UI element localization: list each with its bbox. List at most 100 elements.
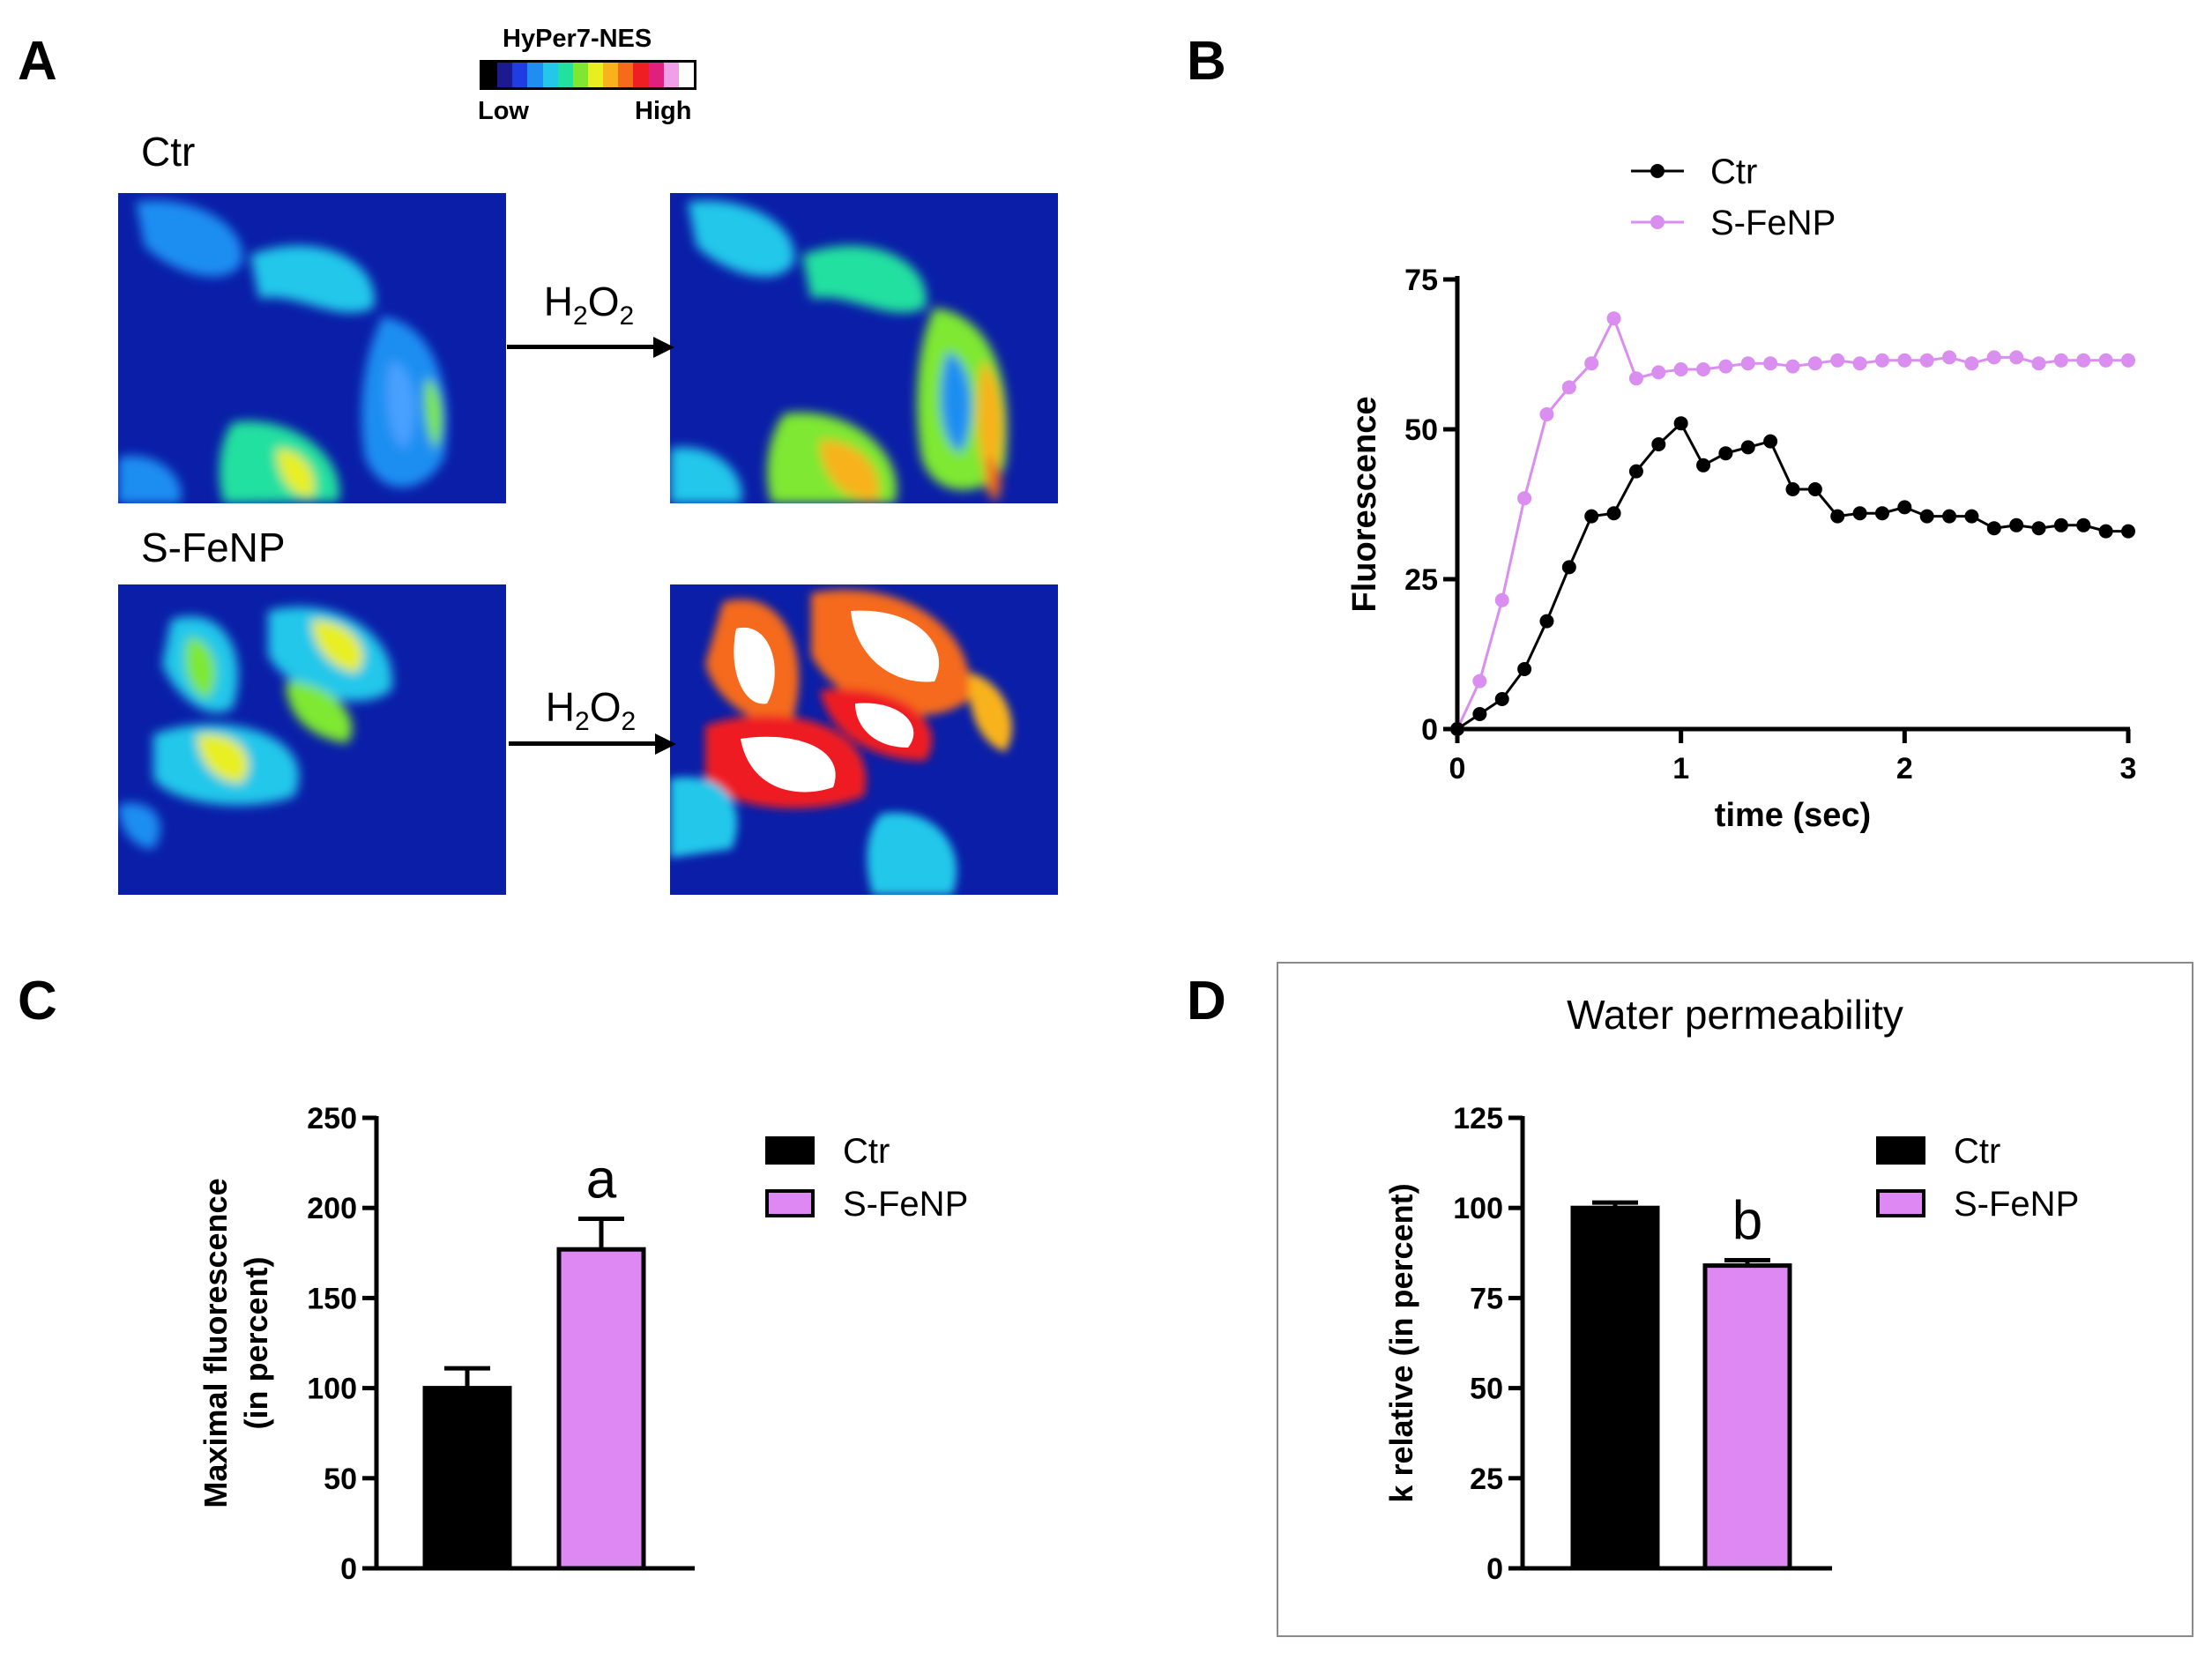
data-point-s-fenp (1696, 362, 1711, 376)
data-point-s-fenp (1964, 356, 1979, 371)
data-point-ctr (1986, 521, 2001, 536)
data-point-ctr (1897, 500, 1912, 515)
y-tick-label: 0 (340, 1552, 357, 1586)
colorbar-swatch (557, 63, 573, 87)
ctr-before-image (118, 193, 506, 503)
data-point-s-fenp (2121, 353, 2135, 368)
data-point-ctr (1807, 482, 1822, 496)
bar-ctr (422, 1386, 512, 1571)
data-point-s-fenp (2031, 356, 2046, 371)
y-tick-label: 25 (1470, 1463, 1503, 1496)
colorbar-swatch (663, 63, 679, 87)
data-point-ctr (1628, 464, 1643, 479)
y-tick-label: 0 (1421, 713, 1438, 747)
y-tick-label: 25 (1404, 563, 1438, 597)
data-point-s-fenp (1628, 371, 1643, 386)
data-point-s-fenp (1874, 353, 1889, 368)
legend-swatch (1876, 1136, 1925, 1165)
data-point-ctr (1584, 509, 1599, 524)
colorbar-low-label: Low (478, 97, 529, 125)
h2o2-arrow-top: H2O2 (507, 278, 674, 366)
data-point-s-fenp (1584, 356, 1599, 371)
panel-letter-d: D (1187, 971, 1226, 1031)
legend-label-s-fenp: S-FeNP (1710, 204, 1836, 242)
y-axis-label: Maximal fluorescence (197, 1178, 234, 1507)
legend-swatch (1876, 1189, 1925, 1217)
h2o2-label-top: H2O2 (543, 279, 635, 331)
data-point-s-fenp (1494, 592, 1509, 607)
y-axis-label: (in percent) (238, 1256, 274, 1429)
y-tick-label: 50 (1470, 1373, 1503, 1406)
data-point-ctr (1561, 560, 1576, 575)
colorbar-swatch (497, 63, 513, 87)
data-point-ctr (1517, 662, 1532, 676)
y-tick-label: 50 (324, 1463, 357, 1496)
sfenp-before-image (118, 584, 506, 895)
bar-s-fenp (1702, 1263, 1792, 1571)
data-point-ctr (2009, 517, 2024, 532)
panel-d-title: Water permeability (1567, 992, 1903, 1038)
colorbar-swatch (542, 63, 558, 87)
panel-letter-a: A (18, 31, 57, 92)
y-tick-label: 75 (1404, 264, 1438, 297)
data-point-s-fenp (2098, 353, 2113, 368)
colorbar-swatch (512, 63, 528, 87)
data-point-ctr (1606, 506, 1621, 521)
data-point-ctr (1673, 416, 1688, 431)
h2o2-arrow-bottom: H2O2 (509, 683, 676, 771)
data-point-s-fenp (1942, 350, 1957, 365)
data-point-s-fenp (1561, 380, 1576, 395)
data-point-ctr (1539, 614, 1554, 629)
data-point-s-fenp (1517, 491, 1532, 506)
bar-s-fenp (556, 1247, 646, 1571)
ctr-image-label: Ctr (141, 129, 196, 175)
data-point-ctr (2098, 524, 2113, 539)
legend-label-s-fenp: S-FeNP (843, 1185, 968, 1224)
data-point-ctr (1942, 509, 1957, 524)
data-point-ctr (1718, 446, 1733, 461)
significance-label: b (1732, 1190, 1762, 1251)
data-point-ctr (1785, 482, 1800, 496)
sfenp-image-label: S-FeNP (141, 525, 286, 570)
data-point-ctr (1919, 509, 1934, 524)
data-point-s-fenp (2076, 353, 2091, 368)
y-tick-label: 0 (1486, 1552, 1503, 1586)
x-tick-label: 1 (1672, 752, 1689, 785)
data-point-ctr (1830, 509, 1845, 524)
data-point-s-fenp (1830, 353, 1845, 368)
data-point-s-fenp (1606, 311, 1621, 326)
data-point-s-fenp (1807, 356, 1822, 371)
data-point-s-fenp (1785, 359, 1800, 374)
chart-b-line: 0 25 50 75 0 1 2 3 time (sec) Fluorescence Ctr S-Fe… (1346, 153, 2136, 834)
colorbar-swatch (648, 63, 664, 87)
y-tick-label: 100 (307, 1373, 357, 1406)
panel-letter-c: C (18, 971, 57, 1031)
data-point-ctr (2031, 521, 2046, 536)
data-point-s-fenp (1673, 362, 1688, 376)
data-point-ctr (1763, 434, 1778, 449)
significance-label: a (586, 1149, 617, 1210)
legend-swatch (765, 1136, 815, 1165)
y-axis-label: Fluorescence (1346, 397, 1383, 613)
data-point-ctr (1472, 707, 1487, 721)
data-point-ctr (1874, 506, 1889, 521)
y-tick-label: 75 (1470, 1282, 1503, 1315)
legend-label-ctr: Ctr (843, 1132, 890, 1171)
legend-label-ctr: Ctr (1710, 153, 1757, 191)
chart-d-bar: 0 25 50 75 100 125 k relative (in percent) b Ctr… (1383, 1102, 2079, 1586)
x-axis-label: time (sec) (1715, 797, 1871, 834)
sfenp-after-image (670, 584, 1058, 895)
x-tick-label: 2 (1896, 752, 1913, 785)
series-line-s-fenp (1456, 315, 2128, 730)
data-point-s-fenp (1651, 365, 1666, 380)
x-tick-label: 0 (1449, 752, 1466, 785)
data-point-s-fenp (1897, 353, 1912, 368)
y-tick-label: 50 (1404, 413, 1438, 447)
colorbar-swatch (678, 63, 694, 87)
legend-label-ctr: Ctr (1954, 1132, 2000, 1171)
colorbar (480, 60, 696, 90)
data-point-ctr (1494, 692, 1509, 706)
data-point-ctr (1964, 509, 1979, 524)
chart-c-bar: 0 50 100 150 200 250 Maximal fluorescence (in p… (197, 1102, 968, 1586)
data-point-s-fenp (2009, 350, 2024, 365)
